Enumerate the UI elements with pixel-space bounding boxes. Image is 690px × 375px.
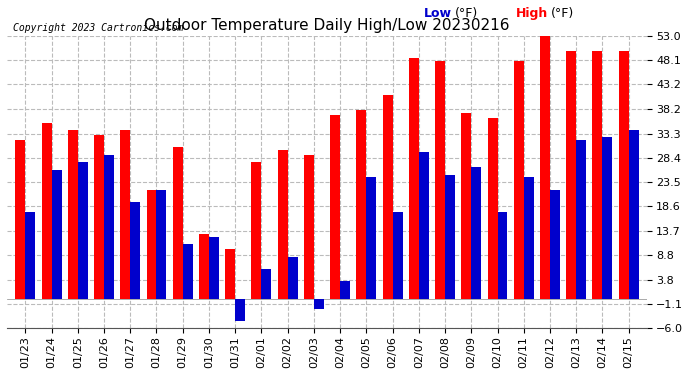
Bar — [602, 138, 613, 298]
Bar — [183, 244, 193, 298]
Bar — [26, 212, 35, 298]
Bar — [409, 58, 419, 298]
Bar — [382, 95, 393, 298]
Bar — [52, 170, 61, 298]
Bar — [199, 234, 209, 298]
Bar — [393, 212, 402, 298]
Bar — [157, 189, 166, 298]
Bar — [120, 130, 130, 298]
Bar — [130, 202, 140, 298]
Bar — [471, 167, 481, 298]
Bar — [445, 175, 455, 298]
Bar — [78, 162, 88, 298]
Text: (°F): (°F) — [551, 7, 574, 20]
Bar — [435, 61, 445, 298]
Bar — [304, 155, 314, 298]
Text: Low: Low — [424, 7, 452, 20]
Bar — [488, 118, 497, 298]
Bar — [94, 135, 104, 298]
Bar — [262, 269, 271, 298]
Bar — [593, 51, 602, 298]
Bar — [146, 189, 157, 298]
Bar — [172, 147, 183, 298]
Bar — [209, 237, 219, 298]
Bar — [330, 115, 340, 298]
Bar — [619, 51, 629, 298]
Bar — [340, 281, 350, 298]
Text: Copyright 2023 Cartronics.com: Copyright 2023 Cartronics.com — [13, 23, 184, 33]
Bar — [514, 61, 524, 298]
Bar — [540, 36, 550, 298]
Bar — [68, 130, 78, 298]
Bar — [497, 212, 507, 298]
Bar — [225, 249, 235, 298]
Bar — [314, 298, 324, 309]
Bar — [356, 110, 366, 298]
Bar — [566, 51, 576, 298]
Bar — [288, 256, 297, 298]
Bar — [550, 189, 560, 298]
Bar — [462, 113, 471, 298]
Text: (°F): (°F) — [455, 7, 478, 20]
Bar — [235, 298, 245, 321]
Bar — [366, 177, 376, 298]
Title: Outdoor Temperature Daily High/Low 20230216: Outdoor Temperature Daily High/Low 20230… — [144, 18, 510, 33]
Bar — [15, 140, 26, 298]
Bar — [277, 150, 288, 298]
Bar — [576, 140, 586, 298]
Bar — [419, 152, 428, 298]
Bar — [524, 177, 533, 298]
Text: High: High — [515, 7, 548, 20]
Bar — [41, 123, 52, 298]
Bar — [251, 162, 262, 298]
Bar — [104, 155, 114, 298]
Bar — [629, 130, 639, 298]
